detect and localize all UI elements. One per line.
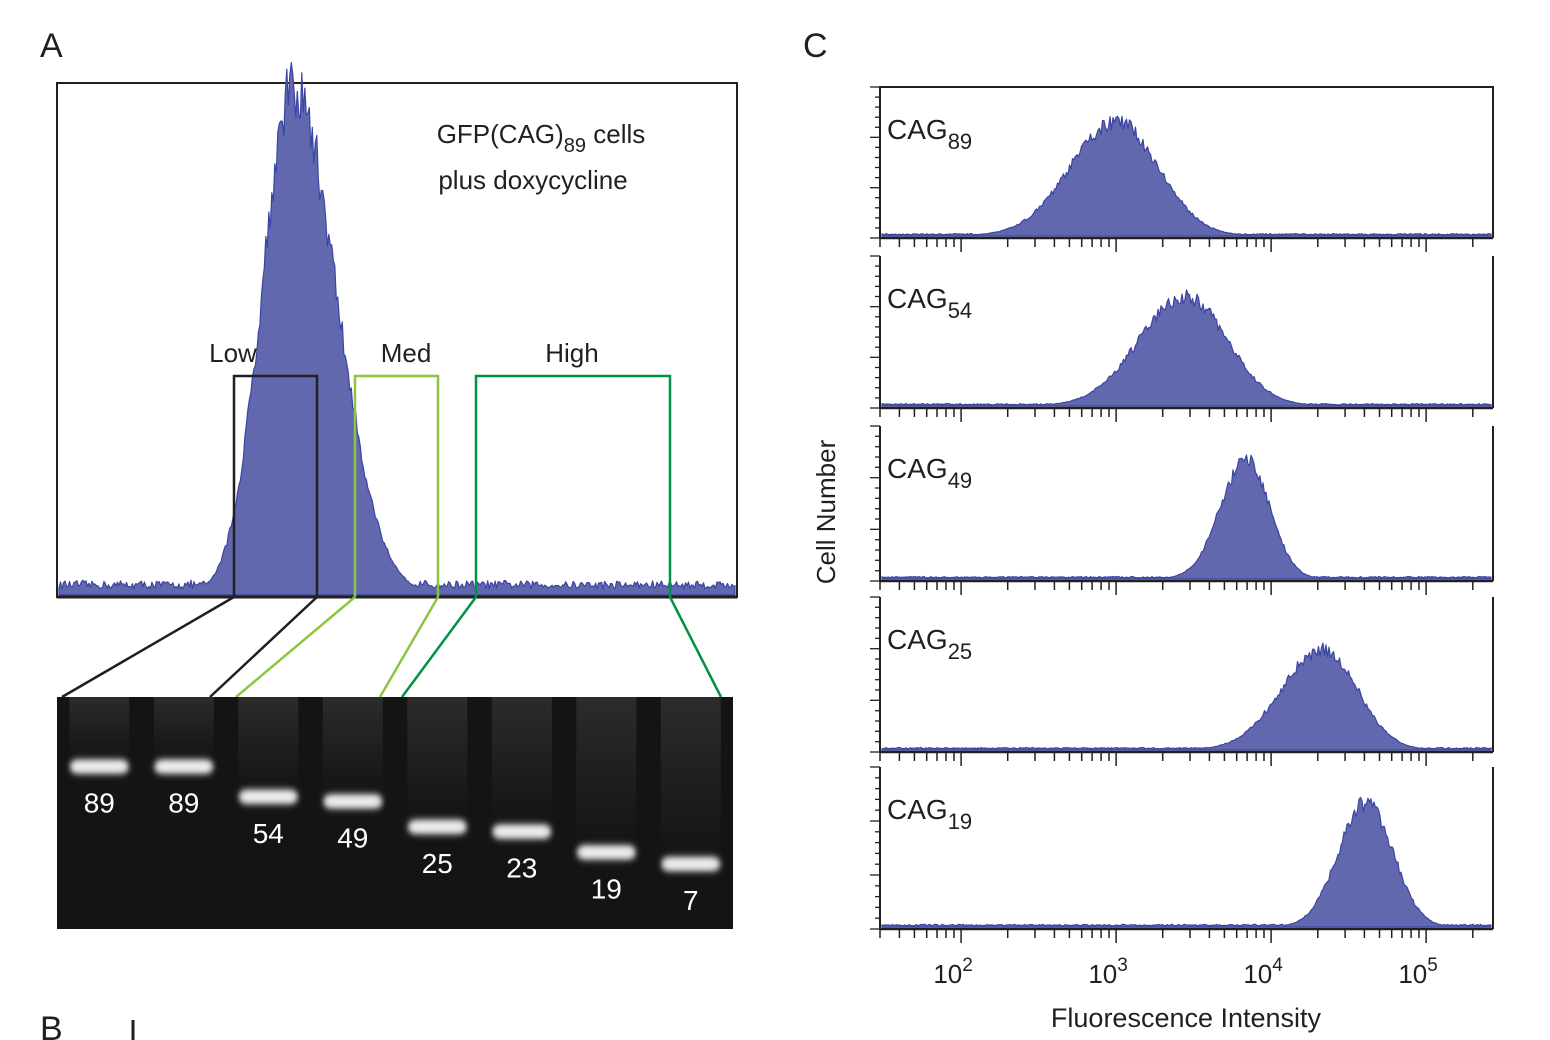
connector-low-right (209, 596, 318, 698)
connector-med-left (235, 596, 356, 698)
gel-lane: 49 (322, 697, 383, 853)
gel-image: 89 89 54 49 25 23 19 7 (57, 697, 733, 929)
panel-c-plots: CAG89 CAG54 CAG49 CAG25 CAG19 (870, 86, 1494, 943)
panel-c-xtick-labels: 102 103 104 105 (933, 955, 1438, 989)
subplot-histogram (881, 115, 1492, 237)
subplot-x-ticks (879, 581, 1474, 595)
panel-a-annotation-line1: GFP(CAG)89 cells (437, 119, 646, 157)
gel-band-core (326, 796, 379, 807)
subplot-series-label: CAG54 (887, 283, 972, 323)
gel-band-core (495, 826, 548, 837)
gel-lane-smear (660, 697, 721, 856)
gel-lane-label: 54 (253, 818, 284, 849)
subplot-series-label: CAG19 (887, 794, 972, 834)
gel-lane: 89 (69, 697, 130, 819)
gate-low-label: Low (209, 338, 257, 368)
gel-band-core (157, 761, 210, 772)
gel-lane-smear (69, 697, 130, 759)
subplot-y-ticks (870, 425, 880, 582)
gel-lane-label: 25 (422, 848, 453, 879)
gel-lane-smear (238, 697, 299, 789)
panel-a-histogram: GFP(CAG)89 cells plus doxycycline Low Me… (56, 62, 738, 699)
subplot-histogram (881, 642, 1492, 751)
subplot-x-ticks (879, 408, 1474, 422)
gel-band-core (580, 847, 633, 858)
subplot-y-ticks (870, 596, 880, 753)
gel-lane: 23 (491, 697, 552, 884)
panel-c-subplot: CAG89 (870, 86, 1494, 252)
panel-c-subplot: CAG49 (870, 425, 1494, 595)
subplot-histogram (881, 796, 1492, 928)
subplot-y-ticks (870, 86, 880, 239)
gel-lane-smear (322, 697, 383, 794)
subplot-y-ticks (870, 255, 880, 409)
panel-a-hist-layer (58, 62, 736, 596)
panel-c-subplot: CAG54 (870, 255, 1494, 422)
x-tick-label: 103 (1088, 955, 1128, 989)
x-tick-label: 105 (1398, 955, 1438, 989)
gel-lane-label: 23 (506, 853, 537, 884)
gel-lane: 7 (660, 697, 721, 916)
gel-lane-label: 49 (337, 822, 368, 853)
connector-high-right (668, 596, 723, 698)
x-tick-label: 102 (933, 955, 973, 989)
subplot-y-ticks (870, 766, 880, 930)
subplot-x-ticks (879, 929, 1474, 943)
gel-lane: 25 (407, 697, 468, 879)
subplot-series-label: CAG49 (887, 453, 972, 493)
subplot-x-ticks (879, 752, 1474, 766)
gel-band-core (411, 821, 464, 832)
gel-lane-label: 89 (168, 788, 199, 819)
connector-high-left (400, 596, 478, 698)
panel-a-annotation-subscript: 89 (564, 135, 586, 157)
panel-a-annotation-line2: plus doxycycline (438, 165, 627, 195)
panel-c-xlabel: Fluorescence Intensity (1051, 1003, 1322, 1033)
gel-lane: 89 (153, 697, 214, 819)
gel-lane-smear (576, 697, 637, 845)
connector-med-right (378, 596, 440, 698)
subplot-frame (879, 86, 1494, 238)
gel-lane: 54 (238, 697, 299, 849)
gate-med-label: Med (381, 338, 432, 368)
gate-low-box (232, 374, 319, 597)
panel-c-stacked-histograms: CAG89 CAG54 CAG49 CAG25 CAG19 Cell Number Fl… (811, 86, 1494, 1033)
subplot-x-ticks (879, 238, 1474, 252)
panel-label-a: A (40, 27, 63, 65)
gel-lane-label: 19 (591, 873, 622, 904)
subplot-series-label: CAG89 (887, 114, 972, 154)
gel-lane-smear (407, 697, 468, 819)
gate-med-box (353, 374, 440, 597)
gel-lane-smear (153, 697, 214, 759)
gel-lane: 19 (576, 697, 637, 904)
x-tick-label: 104 (1243, 955, 1283, 989)
gel-band-core (73, 761, 126, 772)
gel-lanes: 89 89 54 49 25 23 19 7 (69, 697, 721, 916)
gel-band-core (664, 859, 717, 869)
subplot-series-label: CAG25 (887, 624, 972, 664)
gel-lane-label: 89 (84, 788, 115, 819)
panel-label-b: B (40, 1010, 63, 1040)
gate-high-label: High (545, 338, 598, 368)
panel-c-subplot: CAG25 (870, 596, 1494, 766)
gel-band-core (242, 791, 295, 802)
subplot-histogram (881, 289, 1492, 407)
subplot-histogram (881, 454, 1492, 580)
panel-c-ylabel: Cell Number (811, 439, 841, 584)
panel-a-histogram-series (58, 62, 736, 596)
connector-low-left (61, 595, 235, 699)
panel-c-subplot: CAG19 (870, 766, 1494, 943)
gel-lane-smear (491, 697, 552, 824)
gate-high-box (474, 374, 672, 597)
gel-lane-label: 7 (683, 885, 699, 916)
panel-label-c: C (803, 27, 828, 65)
